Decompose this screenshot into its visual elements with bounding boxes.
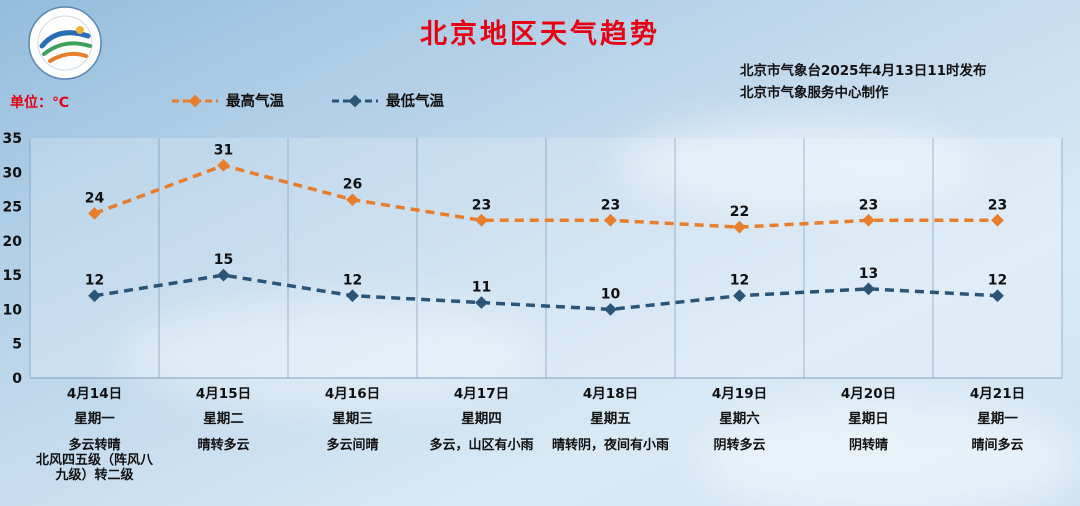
legend-item-high: 最高气温 [172,90,284,111]
svg-text:26: 26 [343,177,362,193]
low-temp-legend-swatch-icon [332,94,378,107]
high-temp-point [346,193,359,207]
issue-line-2: 北京市气象服务中心制作 [740,85,889,101]
unit-label: 单位：℃ [10,95,69,111]
svg-text:星期四: 星期四 [461,411,502,427]
svg-text:九级）转二级: 九级）转二级 [54,467,134,483]
svg-text:31: 31 [214,142,233,158]
svg-text:20: 20 [3,234,23,250]
high-temp-legend-swatch-icon [172,94,218,107]
svg-text:23: 23 [472,197,491,213]
svg-text:23: 23 [988,197,1007,213]
svg-text:22: 22 [730,204,749,220]
legend-label-high: 最高气温 [226,94,284,110]
svg-text:4月16日: 4月16日 [325,386,380,402]
svg-text:4月20日: 4月20日 [841,386,896,402]
svg-text:多云转晴: 多云转晴 [68,437,120,453]
svg-text:23: 23 [859,197,878,213]
svg-text:25: 25 [3,200,22,216]
legend-item-low: 最低气温 [332,90,444,111]
svg-text:10: 10 [3,302,23,318]
svg-text:星期二: 星期二 [203,411,244,427]
svg-text:12: 12 [85,273,104,289]
svg-text:30: 30 [3,165,23,181]
y-axis: 0 5 10 15 20 25 30 35 [3,131,23,387]
svg-text:星期五: 星期五 [590,411,631,427]
svg-text:15: 15 [214,252,233,268]
svg-text:阴转晴: 阴转晴 [849,437,888,453]
svg-text:阴转多云: 阴转多云 [713,437,765,453]
svg-text:晴转阴，夜间有小雨: 晴转阴，夜间有小雨 [552,437,669,453]
trend-chart: 0 5 10 15 20 25 30 35 24 31 26 23 23 22 23 23 12 15 12 11 10… [0,118,1080,506]
svg-text:24: 24 [85,190,105,206]
svg-text:晴转多云: 晴转多云 [197,437,249,453]
svg-text:多云间晴: 多云间晴 [326,437,378,453]
issue-info: 北京市气象台2025年4月13日11时发布 北京市气象服务中心制作 [740,60,987,104]
issue-line-1: 北京市气象台2025年4月13日11时发布 [740,63,987,79]
svg-text:13: 13 [859,266,878,282]
svg-text:5: 5 [12,337,22,353]
svg-text:23: 23 [601,197,620,213]
high-temp-point [475,213,488,227]
legend-label-low: 最低气温 [386,94,444,110]
high-temp-point [88,207,101,220]
svg-text:4月19日: 4月19日 [712,386,767,402]
svg-text:4月21日: 4月21日 [970,386,1025,402]
svg-text:11: 11 [472,280,491,296]
svg-text:35: 35 [3,131,22,147]
svg-text:4月15日: 4月15日 [196,386,251,402]
svg-text:10: 10 [601,286,621,302]
svg-text:4月14日: 4月14日 [67,386,122,402]
svg-text:12: 12 [988,273,1007,289]
svg-text:星期一: 星期一 [977,411,1018,427]
svg-text:15: 15 [3,268,22,284]
svg-text:多云，山区有小雨: 多云，山区有小雨 [429,437,533,453]
svg-text:4月17日: 4月17日 [454,386,509,402]
svg-text:星期日: 星期日 [848,411,889,427]
meteorological-service-logo [28,6,102,80]
chart-legend: 最高气温 最低气温 [172,90,444,111]
svg-text:晴间多云: 晴间多云 [971,437,1023,453]
svg-text:星期一: 星期一 [74,411,115,427]
svg-text:星期六: 星期六 [719,410,760,427]
svg-text:星期三: 星期三 [332,411,373,427]
svg-text:12: 12 [730,273,749,289]
page-title: 北京地区天气趋势 [420,19,660,50]
svg-text:北风四五级（阵风八: 北风四五级（阵风八 [36,452,154,468]
logo-badge-icon [28,6,102,80]
low-temp-point [217,268,230,282]
trend-chart-svg: 0 5 10 15 20 25 30 35 24 31 26 23 23 22 23 23 12 15 12 11 10… [3,131,1063,483]
svg-text:4月18日: 4月18日 [583,386,638,402]
gridlines [29,138,1063,379]
svg-text:0: 0 [12,371,22,387]
svg-text:12: 12 [343,273,362,289]
